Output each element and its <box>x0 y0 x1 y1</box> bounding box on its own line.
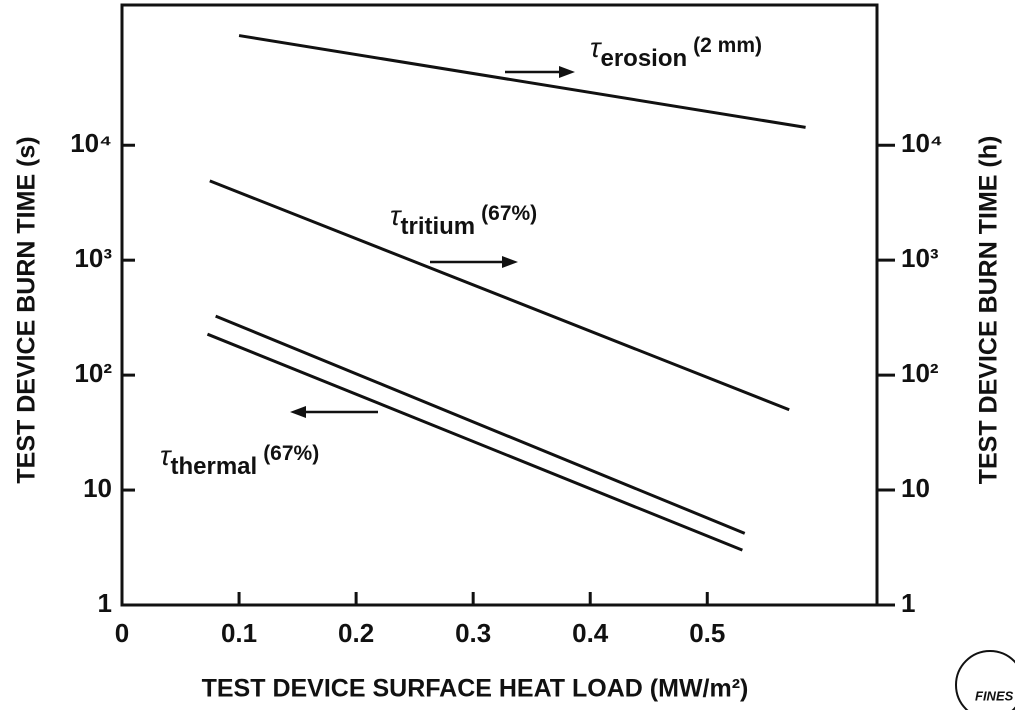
y-tick-label: 10³ <box>74 243 112 273</box>
y2-tick-label: 10 <box>901 473 930 503</box>
y2-axis-label: TEST DEVICE BURN TIME (h) <box>975 136 1003 485</box>
logo-text: FINES <box>975 688 1014 703</box>
logo <box>955 650 1015 710</box>
y-tick-label: 10² <box>74 358 112 388</box>
y-tick-label: 10 <box>83 473 112 503</box>
y2-tick-label: 10³ <box>901 243 939 273</box>
annotation-symbol: τ <box>390 200 402 231</box>
annotation-symbol: τ <box>590 32 602 63</box>
x-tick-label: 0.4 <box>572 618 609 648</box>
annotation-text: (67%) <box>481 202 537 225</box>
x-tick-label: 0.5 <box>689 618 725 648</box>
plot-frame <box>120 3 879 607</box>
annotation-arrowhead <box>502 256 518 268</box>
annotation-arrowhead <box>290 406 306 418</box>
y2-tick-label: 10² <box>901 358 939 388</box>
line <box>209 179 790 412</box>
x-axis-label: TEST DEVICE SURFACE HEAT LOAD (MW/m²) <box>202 675 749 703</box>
line <box>238 34 806 129</box>
line <box>206 332 743 552</box>
annotation-text: (67%) <box>263 442 319 465</box>
x-tick-label: 0 <box>115 618 129 648</box>
annotation-sub: thermal <box>170 453 257 480</box>
x-tick-label: 0.2 <box>338 618 374 648</box>
annotation-symbol: τ <box>160 440 172 471</box>
annotation: τerosion (2 mm) <box>590 32 762 72</box>
y2-tick-label: 10⁴ <box>901 128 943 158</box>
annotation-sub: erosion <box>600 45 687 72</box>
annotation-sub: tritium <box>400 213 475 240</box>
x-tick-label: 0.1 <box>221 618 257 648</box>
x-tick-label: 0.3 <box>455 618 491 648</box>
y2-tick-label: 1 <box>901 588 915 618</box>
annotation: τtritium (67%) <box>390 200 537 240</box>
y-axis-label: TEST DEVICE BURN TIME (s) <box>13 136 41 483</box>
annotation: τthermal (67%) <box>160 440 319 480</box>
y-tick-label: 10⁴ <box>70 128 112 158</box>
y-tick-label: 1 <box>98 588 112 618</box>
annotation-arrowhead <box>559 66 575 78</box>
annotation-text: (2 mm) <box>693 34 762 57</box>
line <box>215 314 746 535</box>
